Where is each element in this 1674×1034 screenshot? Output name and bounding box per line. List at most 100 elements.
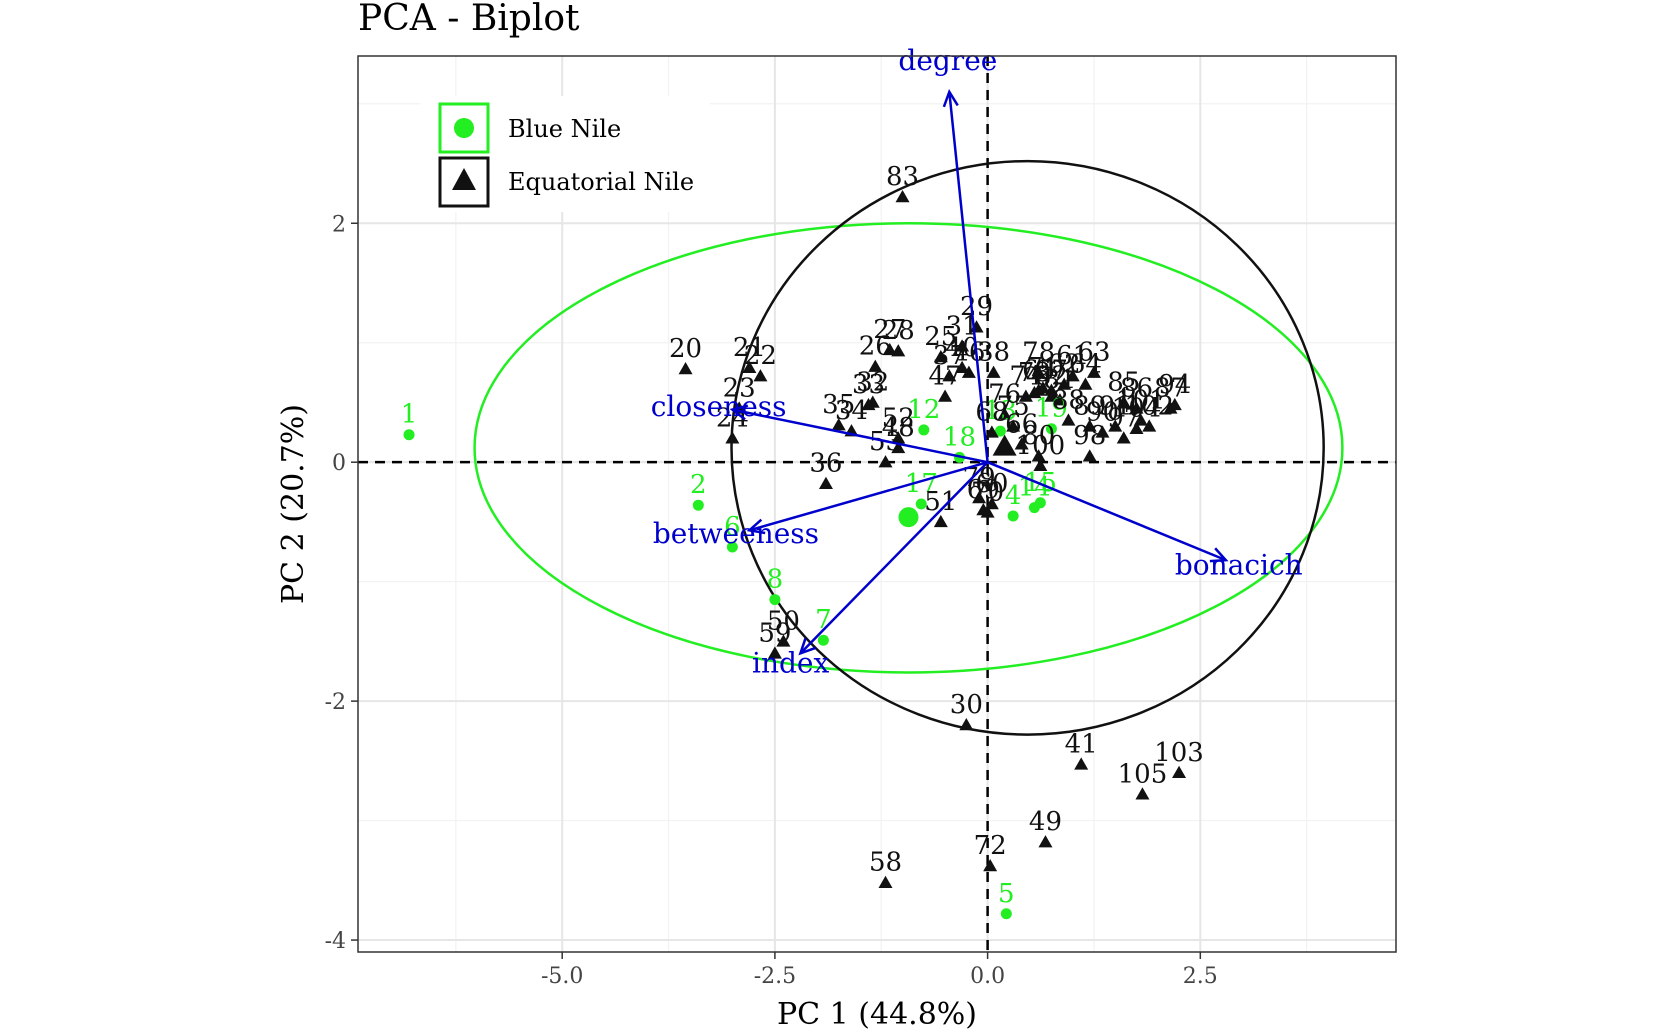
point-blue-nile (1045, 423, 1057, 435)
point-blue-nile (994, 425, 1006, 437)
point-equatorial-nile (1116, 431, 1131, 444)
point-label: 86 (1120, 373, 1153, 403)
point-label: 38 (977, 338, 1010, 368)
x-tick-label: 2.5 (1183, 964, 1218, 989)
point-label: 33 (852, 370, 885, 400)
point-equatorial-nile (1027, 385, 1042, 399)
centroid-blue-nile (898, 507, 919, 528)
point-equatorial-nile (938, 389, 953, 402)
point-equatorial-nile (961, 365, 976, 378)
point-blue-nile (1000, 908, 1012, 920)
point-label: 82 (1035, 361, 1068, 391)
arrow-degree (948, 91, 989, 463)
variable-label-index: index (752, 646, 829, 679)
y-tick-label: 2 (332, 212, 346, 237)
point-label: 76 (988, 379, 1021, 409)
point-label: 27 (873, 315, 906, 345)
point-equatorial-nile (933, 350, 948, 363)
point-blue-nile (692, 499, 704, 511)
point-equatorial-nile (1082, 449, 1097, 462)
x-tick-label: 0.0 (970, 964, 1005, 989)
point-labels: 1268712181713414151958320212223242627282… (401, 162, 1204, 909)
point-label: 90 (1086, 397, 1119, 427)
point-label: 87 (1154, 373, 1187, 403)
point-equatorial-nile (933, 514, 948, 528)
point-label: 98 (1073, 421, 1106, 451)
variable-label-closeness: closeness (651, 390, 787, 423)
point-label: 83 (886, 162, 919, 192)
point-equatorial-nile (1082, 419, 1097, 432)
point-equatorial-nile (1133, 413, 1148, 426)
point-label: 20 (669, 334, 702, 364)
arrow-bonacich (987, 461, 1227, 562)
point-equatorial-nile (955, 360, 970, 374)
y-tick-label: 0 (332, 451, 346, 476)
legend-label-blue-nile: Blue Nile (508, 115, 621, 143)
point-label: 12 (907, 395, 940, 425)
arrow-index (799, 461, 989, 655)
arrowhead-closeness (729, 404, 749, 421)
centroid-equatorial-nile (992, 434, 1017, 456)
point-label: 29 (960, 292, 993, 322)
x-tick-label: -2.5 (754, 964, 796, 989)
point-equatorial-nile (868, 359, 883, 372)
variable-label-degree: degree (898, 44, 997, 77)
point-equatorial-nile (1006, 419, 1021, 432)
plot-panel: 1268712181713414151958320212223242627282… (357, 44, 1397, 953)
point-label: 7 (815, 605, 832, 635)
arrowhead-bonacich (1209, 547, 1229, 563)
point-label: 13 (984, 396, 1017, 426)
point-label: 101 (1116, 385, 1166, 415)
point-label: 61 (1056, 341, 1089, 371)
point-equatorial-nile (1135, 787, 1150, 800)
point-equatorial-nile (878, 875, 893, 888)
point-label: 25 (924, 322, 957, 352)
point-equatorial-nile (984, 425, 999, 438)
point-label: 94 (1158, 370, 1191, 400)
point-label: 5 (998, 879, 1015, 909)
variable-label-bonacich: bonacich (1175, 548, 1303, 581)
y-tick-label: -4 (325, 929, 346, 954)
point-label: 30 (950, 690, 983, 720)
point-equatorial-nile (959, 718, 974, 731)
point-equatorial-nile (980, 505, 995, 518)
point-label: 80 (1022, 421, 1055, 451)
point-label: 18 (943, 422, 976, 452)
point-equatorial-nile (1116, 395, 1131, 408)
point-label: 36 (809, 449, 842, 479)
point-label: 89 (1073, 391, 1106, 421)
point-equatorial-nile (776, 634, 791, 647)
arrow-betweeness (749, 460, 988, 532)
point-label: 97 (1107, 403, 1140, 433)
point-blue-nile (1034, 497, 1046, 509)
point-label: 65 (1022, 356, 1055, 386)
point-label: 73 (1018, 358, 1051, 388)
point-equatorial-nile (1108, 419, 1123, 432)
point-equatorial-nile (1061, 413, 1076, 426)
point-label: 103 (1154, 738, 1204, 768)
variable-label-betweeness: betweeness (653, 517, 819, 550)
point-equatorial-nile (984, 497, 999, 510)
point-blue-nile (769, 594, 781, 606)
ellipse-blue-nile (473, 222, 1344, 674)
point-label: 22 (744, 341, 777, 371)
point-label: 28 (882, 316, 915, 346)
point-label: 88 (1052, 385, 1085, 415)
arrowhead-betweeness (746, 518, 766, 535)
point-equatorial-nile (1086, 365, 1101, 378)
confidence-ellipses (473, 159, 1344, 736)
point-label: 21 (733, 333, 766, 363)
point-equatorial-nile (997, 407, 1012, 420)
point-label: 72 (974, 831, 1007, 861)
point-equatorial-nile (1172, 765, 1187, 779)
point-equatorial-nile (1031, 449, 1046, 462)
point-label: 1 (401, 400, 418, 430)
chart-title: PCA - Biplot (358, 0, 580, 39)
point-label: 2 (690, 470, 707, 500)
data-points (403, 189, 1187, 920)
point-equatorial-nile (1035, 381, 1050, 394)
point-label: 51 (924, 487, 957, 517)
point-equatorial-nile (1038, 835, 1053, 848)
point-equatorial-nile (882, 342, 897, 356)
point-equatorial-nile (1033, 458, 1048, 472)
